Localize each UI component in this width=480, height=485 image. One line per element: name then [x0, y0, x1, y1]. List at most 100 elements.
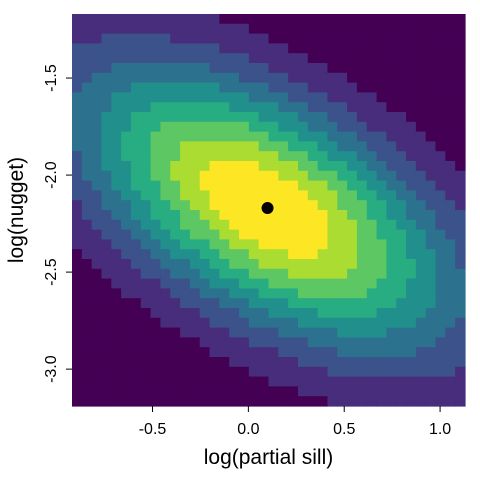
heatmap-cell: [180, 82, 191, 93]
heatmap-cell: [386, 190, 397, 201]
heatmap-cell: [91, 396, 103, 407]
heatmap-cell: [170, 43, 181, 54]
heatmap-cell: [356, 327, 368, 338]
heatmap-cell: [425, 317, 437, 329]
heatmap-cell: [219, 200, 230, 211]
heatmap-cell: [180, 347, 191, 358]
heatmap-cell: [445, 170, 456, 182]
heatmap-cell: [288, 386, 299, 397]
heatmap-cell: [376, 33, 387, 44]
heatmap-cell: [396, 317, 407, 329]
heatmap-cell: [396, 190, 407, 201]
heatmap-cell: [435, 268, 446, 280]
heatmap-cell: [101, 249, 112, 260]
heatmap-cell: [347, 308, 358, 319]
heatmap-cell: [160, 131, 171, 142]
heatmap-cell: [435, 23, 446, 35]
heatmap-cell: [170, 33, 181, 44]
heatmap-cell: [189, 219, 201, 231]
heatmap-cell: [356, 121, 368, 133]
heatmap-cell: [189, 249, 201, 260]
heatmap-cell: [406, 63, 417, 74]
heatmap-cell: [435, 161, 446, 172]
heatmap-cell: [130, 63, 142, 74]
heatmap-cell: [258, 72, 270, 84]
heatmap-cell: [278, 347, 289, 358]
heatmap-cell: [229, 337, 240, 348]
heatmap-cell: [258, 386, 270, 397]
heatmap-cell: [189, 112, 201, 123]
heatmap-cell: [160, 210, 171, 221]
heatmap-cell: [199, 386, 211, 397]
heatmap-cell: [445, 72, 456, 84]
heatmap-cell: [376, 72, 387, 84]
heatmap-cell: [278, 249, 289, 260]
heatmap-cell: [455, 180, 466, 191]
heatmap-cell: [140, 92, 152, 103]
heatmap-cell: [317, 229, 329, 240]
heatmap-cell: [160, 53, 171, 64]
heatmap-cell: [229, 327, 240, 338]
heatmap-cell: [376, 82, 387, 93]
heatmap-cell: [435, 288, 446, 299]
heatmap-cell: [307, 200, 319, 211]
heatmap-cell: [297, 161, 309, 172]
heatmap-cell: [288, 170, 299, 182]
heatmap-cell: [72, 102, 83, 113]
heatmap-cell: [425, 92, 437, 103]
heatmap-cell: [189, 121, 201, 133]
heatmap-cell: [406, 92, 417, 103]
heatmap-cell: [111, 386, 122, 397]
heatmap-cell: [140, 210, 152, 221]
heatmap-cell: [150, 327, 162, 338]
heatmap-cell: [288, 347, 299, 358]
heatmap-cell: [268, 200, 279, 211]
heatmap-cell: [121, 151, 132, 162]
heatmap-cell: [366, 112, 378, 123]
heatmap-cell: [297, 376, 309, 387]
heatmap-cell: [337, 308, 348, 319]
heatmap-cell: [170, 190, 181, 201]
heatmap-cell: [258, 170, 270, 182]
heatmap-cell: [81, 288, 93, 299]
heatmap-cell: [376, 239, 387, 250]
heatmap-cell: [209, 396, 220, 407]
heatmap-cell: [199, 239, 211, 250]
heatmap-cell: [160, 288, 171, 299]
heatmap-cell: [199, 259, 211, 270]
y-tick-label: -2.5: [43, 258, 60, 286]
heatmap-cell: [376, 210, 387, 221]
heatmap-cell: [239, 63, 250, 74]
heatmap-cell: [189, 141, 201, 152]
heatmap-cell: [415, 180, 427, 191]
heatmap-cell: [356, 357, 368, 368]
heatmap-cell: [209, 337, 220, 348]
heatmap-cell: [386, 376, 397, 387]
heatmap-cell: [229, 268, 240, 280]
heatmap-cell: [121, 14, 132, 25]
heatmap-cell: [170, 102, 181, 113]
heatmap-cell: [366, 308, 378, 319]
heatmap-cell: [229, 259, 240, 270]
heatmap-cell: [199, 170, 211, 182]
heatmap-cell: [337, 347, 348, 358]
heatmap-cell: [140, 317, 152, 329]
heatmap-cell: [111, 170, 122, 182]
heatmap-cell: [239, 386, 250, 397]
heatmap-cell: [180, 229, 191, 240]
heatmap-cell: [376, 112, 387, 123]
heatmap-cell: [396, 72, 407, 84]
heatmap-cell: [91, 347, 103, 358]
heatmap-cell: [406, 23, 417, 35]
heatmap-cell: [81, 121, 93, 133]
heatmap-cell: [278, 327, 289, 338]
heatmap-cell: [219, 347, 230, 358]
heatmap-cell: [160, 396, 171, 407]
heatmap-cell: [160, 121, 171, 133]
heatmap-cell: [170, 200, 181, 211]
heatmap-cell: [199, 376, 211, 387]
heatmap-cell: [337, 92, 348, 103]
heatmap-cell: [317, 170, 329, 182]
heatmap-cell: [111, 141, 122, 152]
heatmap-cell: [356, 317, 368, 329]
